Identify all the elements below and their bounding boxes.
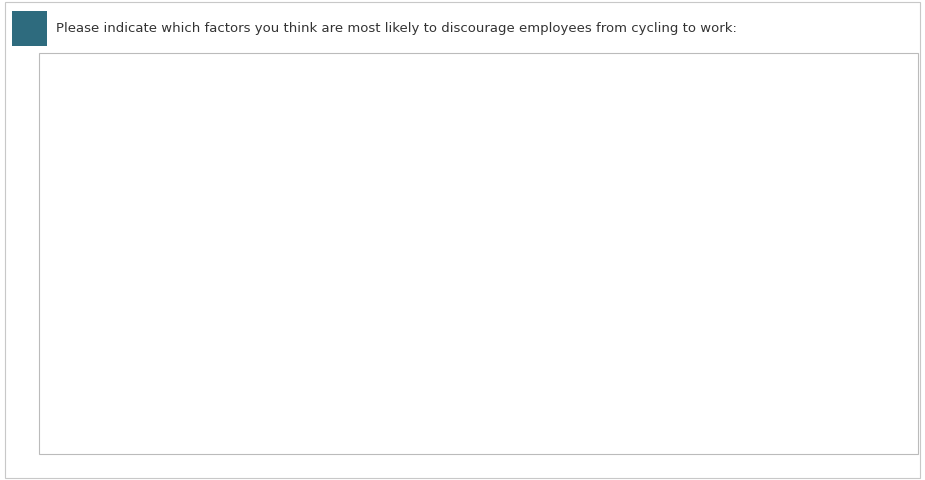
Bar [273, 186, 388, 204]
Text: 14: 14 [19, 21, 40, 36]
Text: 3: 3 [364, 118, 373, 131]
Text: (4.5%): (4.5%) [323, 259, 372, 272]
Text: (4.5%): (4.5%) [323, 365, 372, 378]
Bar [273, 327, 560, 345]
Text: (45.5%): (45.5%) [592, 330, 649, 343]
Text: (18.2%): (18.2%) [409, 189, 466, 202]
Text: 10: 10 [565, 330, 582, 343]
Text: (68.2%): (68.2%) [735, 154, 793, 167]
Bar [273, 116, 359, 134]
Text: (13.6%): (13.6%) [380, 118, 438, 131]
Text: (59.1%): (59.1%) [678, 83, 735, 96]
Bar [273, 80, 646, 98]
Text: 15: 15 [709, 154, 725, 167]
Text: (22.7%): (22.7%) [438, 294, 495, 307]
Text: (63.6%): (63.6%) [707, 224, 764, 237]
Text: Please indicate which factors you think are most likely to discourage employees : Please indicate which factors you think … [56, 22, 736, 35]
Bar [273, 151, 703, 169]
Text: 13: 13 [651, 83, 668, 96]
Text: 4: 4 [393, 189, 401, 202]
Bar [273, 362, 302, 381]
Text: 5: 5 [422, 294, 430, 307]
Bar [273, 256, 302, 275]
Text: 14: 14 [680, 224, 697, 237]
Text: 1: 1 [307, 259, 315, 272]
Text: 1: 1 [307, 365, 315, 378]
Text: Multi answer: Percentage of respondents who selected each answer option (e.g. 10: Multi answer: Percentage of respondents … [51, 422, 810, 444]
Bar [273, 221, 674, 240]
Bar [273, 292, 416, 310]
